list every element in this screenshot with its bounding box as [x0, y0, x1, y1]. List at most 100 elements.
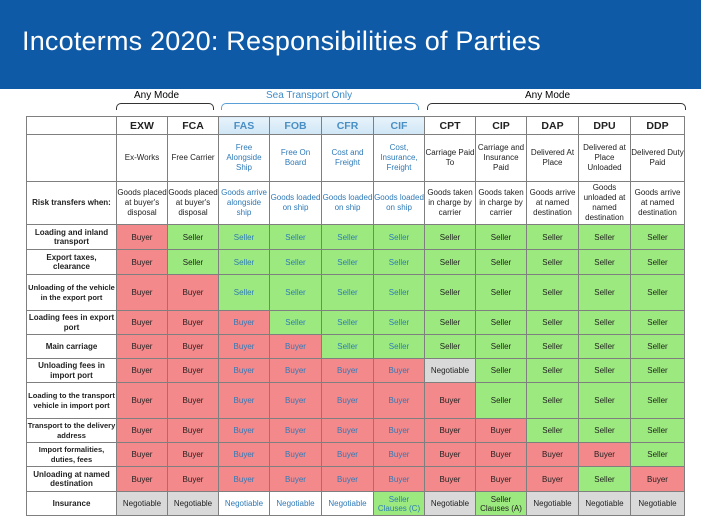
- term-code-cpt: CPT: [424, 116, 476, 135]
- term-name-dap: Delivered At Place: [526, 134, 579, 182]
- responsibility-cell-cif: Buyer: [373, 466, 425, 492]
- any-mode-right-bracket: [427, 103, 686, 110]
- sea-transport-label: Sea Transport Only: [266, 90, 353, 101]
- responsibility-cell-cfr: Buyer: [321, 358, 374, 383]
- responsibility-cell-dap: Buyer: [526, 466, 579, 492]
- term-name-cip: Carriage and Insurance Paid: [475, 134, 527, 182]
- responsibility-cell-cpt: Seller: [424, 334, 476, 359]
- term-name-fas: Free Alongside Ship: [218, 134, 270, 182]
- responsibility-cell-cip: Seller: [475, 249, 527, 275]
- responsibility-label: Main carriage: [26, 334, 117, 359]
- term-name-cpt: Carriage Paid To: [424, 134, 476, 182]
- responsibility-row: Unloading of the vehicle in the export p…: [26, 274, 685, 311]
- responsibility-cell-exw: Buyer: [116, 418, 168, 443]
- responsibility-cell-cip: Seller: [475, 358, 527, 383]
- term-name-exw: Ex-Works: [116, 134, 168, 182]
- responsibility-cell-cif: Buyer: [373, 382, 425, 419]
- responsibility-cell-cip: Buyer: [475, 466, 527, 492]
- responsibility-cell-dap: Seller: [526, 382, 579, 419]
- responsibility-cell-cpt: Buyer: [424, 466, 476, 492]
- responsibility-cell-fas: Buyer: [218, 442, 270, 467]
- term-code-exw: EXW: [116, 116, 168, 135]
- responsibility-cell-exw: Buyer: [116, 334, 168, 359]
- responsibility-cell-cpt: Buyer: [424, 442, 476, 467]
- responsibility-cell-cip: Seller: [475, 224, 527, 250]
- responsibility-cell-fob: Negotiable: [269, 491, 322, 516]
- term-name-fob: Free On Board: [269, 134, 322, 182]
- responsibility-row: Unloading at named destination Buyer Buyer…: [26, 466, 685, 492]
- risk-transfer-exw: Goods placed at buyer's disposal: [116, 181, 168, 225]
- responsibility-cell-cpt: Buyer: [424, 418, 476, 443]
- responsibility-cell-dpu: Seller: [578, 358, 631, 383]
- risk-transfer-fas: Goods arrive alongside ship: [218, 181, 270, 225]
- responsibility-cell-cip: Seller Clauses (A): [475, 491, 527, 516]
- responsibility-cell-ddp: Negotiable: [630, 491, 685, 516]
- risk-transfer-dap: Goods arrive at named destination: [526, 181, 579, 225]
- responsibility-cell-dap: Negotiable: [526, 491, 579, 516]
- responsibility-cell-cif: Seller: [373, 274, 425, 311]
- term-code-fas: FAS: [218, 116, 270, 135]
- responsibility-cell-cip: Buyer: [475, 418, 527, 443]
- responsibility-cell-exw: Buyer: [116, 224, 168, 250]
- corner-cell-names: [26, 134, 117, 182]
- responsibility-row: Unloading fees in import port Buyer Buyer B…: [26, 358, 685, 383]
- responsibility-cell-ddp: Seller: [630, 274, 685, 311]
- responsibility-cell-fob: Seller: [269, 274, 322, 311]
- responsibility-cell-dpu: Seller: [578, 224, 631, 250]
- responsibility-cell-fca: Seller: [167, 224, 219, 250]
- term-code-dpu: DPU: [578, 116, 631, 135]
- responsibility-label: Insurance: [26, 491, 117, 516]
- any-mode-left-label: Any Mode: [134, 90, 180, 101]
- responsibility-cell-ddp: Seller: [630, 224, 685, 250]
- responsibility-cell-fas: Seller: [218, 249, 270, 275]
- responsibility-cell-ddp: Seller: [630, 249, 685, 275]
- responsibility-cell-fca: Buyer: [167, 442, 219, 467]
- responsibility-cell-cfr: Seller: [321, 249, 374, 275]
- responsibility-cell-fob: Buyer: [269, 418, 322, 443]
- responsibility-cell-exw: Buyer: [116, 274, 168, 311]
- responsibility-cell-fob: Seller: [269, 249, 322, 275]
- responsibility-cell-dpu: Seller: [578, 274, 631, 311]
- responsibility-cell-fas: Buyer: [218, 466, 270, 492]
- responsibility-label: Loading to the transport vehicle in impo…: [26, 382, 117, 419]
- responsibility-cell-ddp: Seller: [630, 442, 685, 467]
- responsibility-cell-dap: Seller: [526, 249, 579, 275]
- responsibility-label: Unloading at named destination: [26, 466, 117, 492]
- responsibility-cell-fas: Buyer: [218, 334, 270, 359]
- responsibility-cell-ddp: Buyer: [630, 466, 685, 492]
- responsibility-label: Unloading of the vehicle in the export p…: [26, 274, 117, 311]
- responsibility-cell-dap: Seller: [526, 358, 579, 383]
- responsibility-cell-fas: Buyer: [218, 358, 270, 383]
- responsibility-cell-cif: Buyer: [373, 442, 425, 467]
- responsibility-cell-fca: Buyer: [167, 418, 219, 443]
- term-name-cif: Cost, Insurance, Freight: [373, 134, 425, 182]
- title-banner: Incoterms 2020: Responsibilities of Part…: [0, 0, 701, 89]
- responsibility-cell-cfr: Seller: [321, 334, 374, 359]
- term-code-cip: CIP: [475, 116, 527, 135]
- term-name-dpu: Delivered at Place Unloaded: [578, 134, 631, 182]
- responsibility-cell-dap: Buyer: [526, 442, 579, 467]
- responsibility-cell-cif: Buyer: [373, 418, 425, 443]
- responsibility-cell-exw: Buyer: [116, 382, 168, 419]
- responsibility-cell-exw: Buyer: [116, 442, 168, 467]
- responsibility-cell-fob: Buyer: [269, 334, 322, 359]
- risk-transfer-dpu: Goods unloaded at named destination: [578, 181, 631, 225]
- term-code-fca: FCA: [167, 116, 219, 135]
- responsibility-row: Transport to the delivery address Buyer Bu…: [26, 418, 685, 443]
- responsibility-cell-cif: Seller: [373, 249, 425, 275]
- responsibility-row: Insurance Negotiable Negotiable Negotiable N…: [26, 491, 685, 516]
- responsibility-label: Export taxes, clearance: [26, 249, 117, 275]
- responsibility-label: Import formalities, duties, fees: [26, 442, 117, 467]
- responsibility-cell-fca: Buyer: [167, 274, 219, 311]
- responsibility-cell-fob: Buyer: [269, 382, 322, 419]
- responsibility-cell-dap: Seller: [526, 334, 579, 359]
- responsibility-cell-fca: Buyer: [167, 466, 219, 492]
- responsibility-row: Loading to the transport vehicle in impo…: [26, 382, 685, 419]
- any-mode-right-label: Any Mode: [525, 90, 571, 101]
- responsibility-cell-ddp: Seller: [630, 334, 685, 359]
- responsibility-label: Loading fees in export port: [26, 310, 117, 335]
- responsibility-cell-cif: Seller Clauses (C): [373, 491, 425, 516]
- responsibility-label: Unloading fees in import port: [26, 358, 117, 383]
- responsibility-cell-cip: Seller: [475, 382, 527, 419]
- risk-transfer-row: Risk transfers when: Goods placed at buy…: [26, 181, 685, 225]
